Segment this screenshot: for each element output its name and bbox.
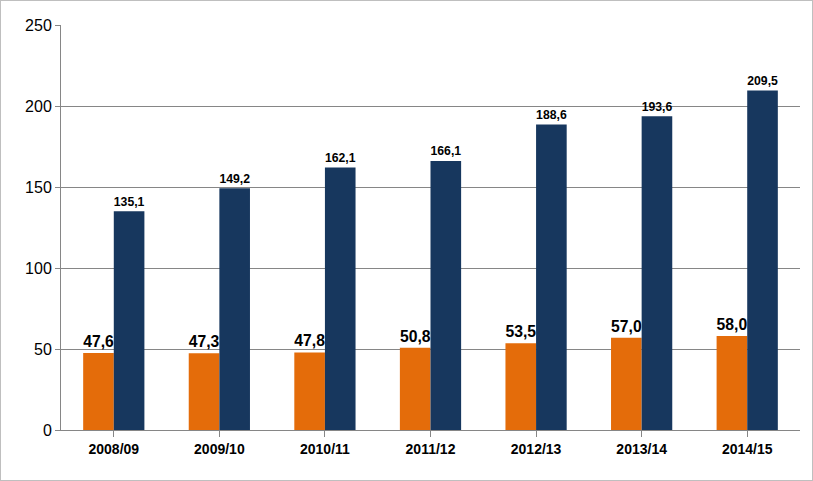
svg-text:100: 100 <box>25 260 52 277</box>
svg-text:2012/13: 2012/13 <box>511 441 562 457</box>
svg-text:50: 50 <box>34 341 52 358</box>
svg-text:200: 200 <box>25 98 52 115</box>
svg-text:166,1: 166,1 <box>431 144 462 158</box>
svg-text:2008/09: 2008/09 <box>88 441 139 457</box>
svg-text:57,0: 57,0 <box>611 318 642 335</box>
svg-text:53,5: 53,5 <box>505 323 536 340</box>
svg-text:209,5: 209,5 <box>747 74 778 88</box>
svg-text:58,0: 58,0 <box>717 316 748 333</box>
svg-text:2011/12: 2011/12 <box>406 441 456 457</box>
svg-text:47,8: 47,8 <box>294 332 325 349</box>
svg-text:2014/15: 2014/15 <box>722 441 773 457</box>
svg-text:149,2: 149,2 <box>219 172 250 186</box>
svg-text:2009/10: 2009/10 <box>194 441 245 457</box>
svg-text:47,3: 47,3 <box>189 333 220 350</box>
svg-text:2013/14: 2013/14 <box>616 441 667 457</box>
svg-text:50,8: 50,8 <box>400 328 431 345</box>
svg-text:135,1: 135,1 <box>114 195 145 209</box>
svg-text:47,6: 47,6 <box>83 333 114 350</box>
svg-text:188,6: 188,6 <box>536 108 567 122</box>
svg-text:193,6: 193,6 <box>642 100 673 114</box>
svg-text:2010/11: 2010/11 <box>300 441 350 457</box>
svg-text:162,1: 162,1 <box>325 151 356 165</box>
svg-text:150: 150 <box>25 179 52 196</box>
svg-text:0: 0 <box>43 422 52 439</box>
svg-text:250: 250 <box>25 17 52 34</box>
